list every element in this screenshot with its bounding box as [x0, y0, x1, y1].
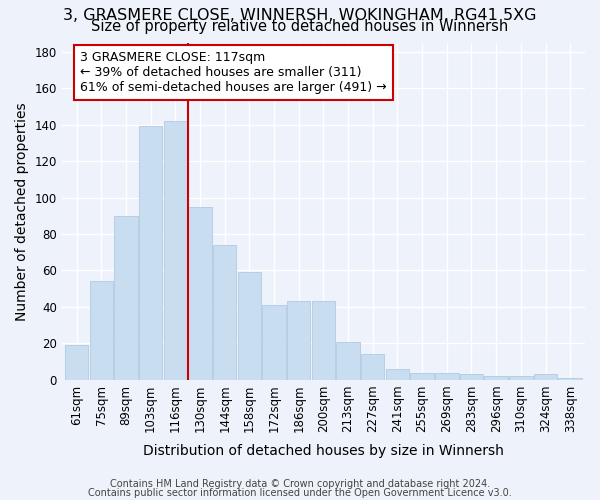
- Bar: [534, 374, 557, 380]
- Bar: [287, 302, 310, 380]
- Bar: [484, 376, 508, 380]
- Bar: [188, 206, 212, 380]
- Bar: [337, 342, 360, 380]
- Bar: [262, 305, 286, 380]
- Bar: [435, 372, 458, 380]
- Text: 3, GRASMERE CLOSE, WINNERSH, WOKINGHAM, RG41 5XG: 3, GRASMERE CLOSE, WINNERSH, WOKINGHAM, …: [63, 8, 537, 22]
- Bar: [410, 372, 434, 380]
- Bar: [509, 376, 533, 380]
- Bar: [238, 272, 261, 380]
- Bar: [114, 216, 137, 380]
- Bar: [311, 302, 335, 380]
- Bar: [386, 369, 409, 380]
- Bar: [213, 245, 236, 380]
- Text: Size of property relative to detached houses in Winnersh: Size of property relative to detached ho…: [91, 19, 509, 34]
- Bar: [559, 378, 582, 380]
- Bar: [139, 126, 163, 380]
- X-axis label: Distribution of detached houses by size in Winnersh: Distribution of detached houses by size …: [143, 444, 504, 458]
- Bar: [89, 282, 113, 380]
- Text: Contains HM Land Registry data © Crown copyright and database right 2024.: Contains HM Land Registry data © Crown c…: [110, 479, 490, 489]
- Text: Contains public sector information licensed under the Open Government Licence v3: Contains public sector information licen…: [88, 488, 512, 498]
- Text: 3 GRASMERE CLOSE: 117sqm
← 39% of detached houses are smaller (311)
61% of semi-: 3 GRASMERE CLOSE: 117sqm ← 39% of detach…: [80, 51, 387, 94]
- Bar: [460, 374, 483, 380]
- Y-axis label: Number of detached properties: Number of detached properties: [15, 102, 29, 320]
- Bar: [361, 354, 385, 380]
- Bar: [164, 121, 187, 380]
- Bar: [65, 346, 88, 380]
